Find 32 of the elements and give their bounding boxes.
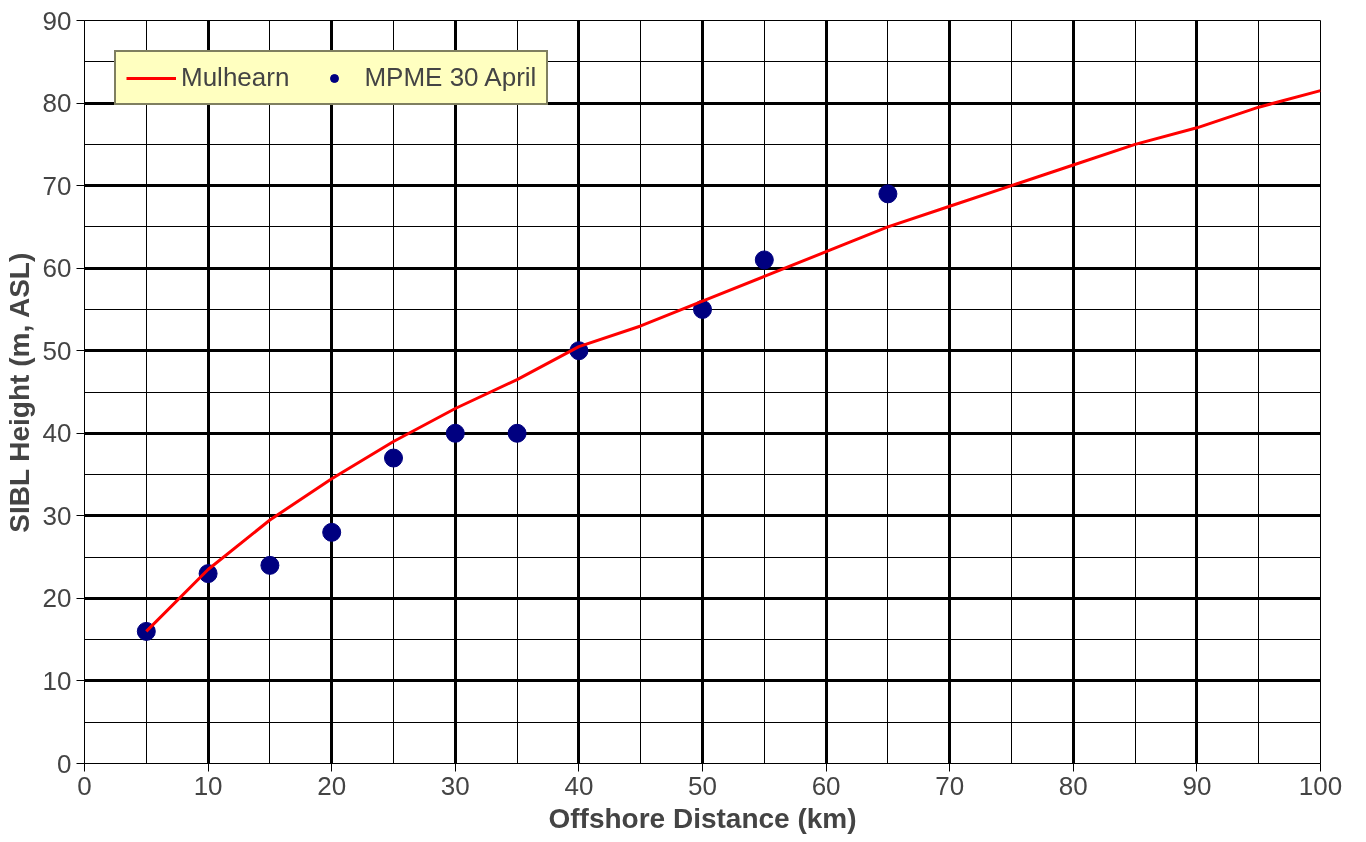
x-tick-label: 20 [317, 770, 347, 801]
x-tick-label: 70 [935, 770, 965, 801]
x-tick-label: 90 [1182, 770, 1212, 801]
y-tick-label: 20 [42, 583, 72, 614]
point [754, 250, 774, 270]
point [322, 522, 342, 542]
legend-label: Mulhearn [181, 62, 290, 93]
point [878, 184, 898, 204]
y-tick-label: 30 [42, 500, 72, 531]
x-tick-label: 0 [77, 770, 92, 801]
point [384, 448, 403, 468]
y-tick-label: 40 [42, 418, 72, 449]
x-tick-label: 10 [193, 770, 223, 801]
y-axis-title: SIBL Height (m, ASL) [3, 252, 35, 533]
y-tick-label: 10 [42, 665, 72, 696]
y-tick-label: 60 [42, 253, 72, 284]
legend-label: MPME 30 April [364, 62, 537, 93]
x-tick-label: 60 [811, 770, 841, 801]
point [445, 423, 465, 443]
point [260, 555, 280, 575]
x-tick-label: 30 [440, 770, 470, 801]
y-tick-label: 70 [42, 170, 72, 201]
y-tick-label: 80 [42, 88, 72, 119]
y-tick-label: 90 [42, 5, 72, 36]
x-tick-label: 40 [564, 770, 594, 801]
y-tick-label: 50 [42, 335, 72, 366]
x-axis-title: Offshore Distance (km) [548, 802, 857, 834]
x-tick-label: 100 [1298, 770, 1343, 801]
x-tick-label: 80 [1058, 770, 1088, 801]
point [507, 423, 527, 443]
x-tick-label: 50 [688, 770, 717, 801]
y-tick-label: 0 [57, 748, 72, 779]
